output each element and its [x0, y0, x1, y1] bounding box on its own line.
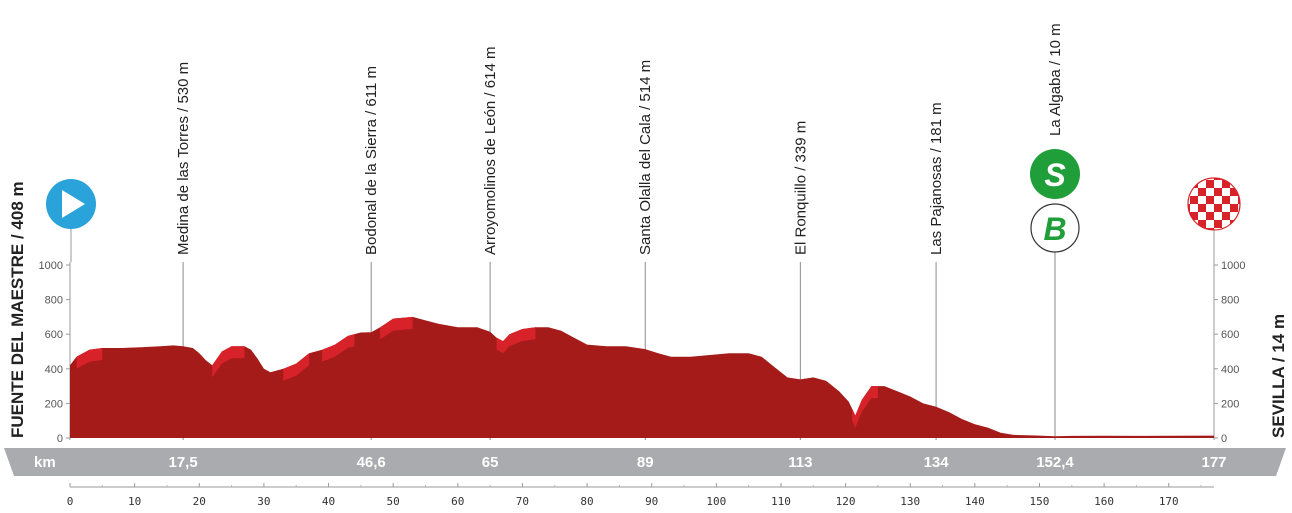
x-tick-label: 70 — [516, 495, 529, 508]
x-tick-label: 170 — [1159, 495, 1179, 508]
km-bar-value: 65 — [482, 454, 499, 471]
x-tick-label: 140 — [965, 495, 985, 508]
x-tick-label: 30 — [257, 495, 270, 508]
km-bar-value: 113 — [788, 454, 812, 471]
x-tick-label: 50 — [387, 495, 400, 508]
waypoint-name: Bodonal de la Sierra / 611 m — [363, 66, 380, 255]
y-tick-label: 1000 — [1221, 260, 1245, 272]
y-tick-label: 200 — [1221, 398, 1239, 410]
right-y-ticks: 0 200 400 600 800 1000 — [1214, 260, 1245, 445]
km-bar-value: 134 — [924, 454, 950, 471]
climb-highlight — [212, 346, 245, 378]
bonus-b-icon: B — [1030, 203, 1080, 253]
y-tick-label: 800 — [1221, 295, 1239, 307]
play-icon — [46, 179, 96, 229]
x-axis-ticks: 0 10 20 30 40 50 60 70 80 90 100 110 120 130 140 150 160… — [67, 483, 1202, 508]
x-tick-label: 150 — [1030, 495, 1050, 508]
start-location-label: FUENTE DEL MAESTRE / 408 m — [8, 181, 27, 438]
waypoint-name: El Ronquillo / 339 m — [792, 121, 809, 255]
elevation-profile-area — [70, 316, 1214, 438]
x-tick-label: 120 — [836, 495, 856, 508]
climb-highlight — [496, 327, 536, 354]
y-tick-label: 200 — [45, 398, 63, 410]
climb-highlight — [322, 334, 355, 362]
finish-location-label: SEVILLA / 14 m — [1269, 314, 1288, 438]
svg-text:S: S — [1044, 157, 1066, 193]
x-tick-label: 130 — [900, 495, 920, 508]
y-tick-label: 1000 — [39, 260, 63, 272]
km-bar-label: km — [34, 454, 56, 471]
waypoint-name: La Algaba / 10 m — [1047, 23, 1064, 136]
checkered-squares — [1188, 178, 1240, 230]
climb-highlight — [283, 353, 310, 381]
y-tick-label: 800 — [45, 295, 63, 307]
x-tick-label: 100 — [706, 495, 726, 508]
sprint-s-icon: S — [1030, 149, 1080, 199]
x-tick-label: 20 — [193, 495, 206, 508]
km-bar-value: 17,5 — [169, 454, 198, 471]
km-bar-value: 89 — [637, 454, 654, 471]
y-tick-label: 400 — [45, 364, 63, 376]
left-y-ticks: 0 200 400 600 800 1000 — [39, 260, 70, 445]
x-tick-label: 0 — [67, 495, 74, 508]
waypoint-name: Santa Olalla del Cala / 514 m — [637, 60, 654, 255]
x-tick-label: 90 — [645, 495, 658, 508]
km-bar-value: 46,6 — [357, 454, 386, 471]
y-tick-label: 0 — [57, 433, 63, 445]
y-tick-label: 400 — [1221, 364, 1239, 376]
climb-highlight — [76, 348, 103, 369]
svg-text:B: B — [1043, 211, 1066, 247]
y-tick-label: 600 — [1221, 329, 1239, 341]
climb-highlights — [76, 316, 878, 428]
climb-highlight — [380, 316, 413, 340]
x-tick-label: 110 — [771, 495, 791, 508]
y-tick-label: 600 — [45, 329, 63, 341]
x-tick-label: 10 — [128, 495, 141, 508]
waypoint-name: Arroyomolinos de León / 614 m — [482, 47, 499, 255]
x-tick-label: 160 — [1094, 495, 1114, 508]
waypoint-name: Las Pajanosas / 181 m — [928, 102, 945, 255]
checkered-flag-icon — [1187, 177, 1241, 231]
x-tick-label: 60 — [451, 495, 464, 508]
x-tick-label: 80 — [580, 495, 593, 508]
waypoint-name: Medina de las Torres / 530 m — [175, 62, 192, 255]
km-bar — [4, 448, 1286, 476]
climb-highlight — [852, 386, 878, 428]
y-tick-label: 0 — [1221, 433, 1227, 445]
x-tick-label: 40 — [322, 495, 335, 508]
km-bar-values: 17,5 46,6 65 89 113 134 152,4 177 — [169, 454, 1227, 471]
km-bar-value: 152,4 — [1036, 454, 1074, 471]
waypoint-names: Medina de las Torres / 530 m Bodonal de l… — [175, 23, 1064, 255]
km-bar-value: 177 — [1201, 454, 1226, 471]
